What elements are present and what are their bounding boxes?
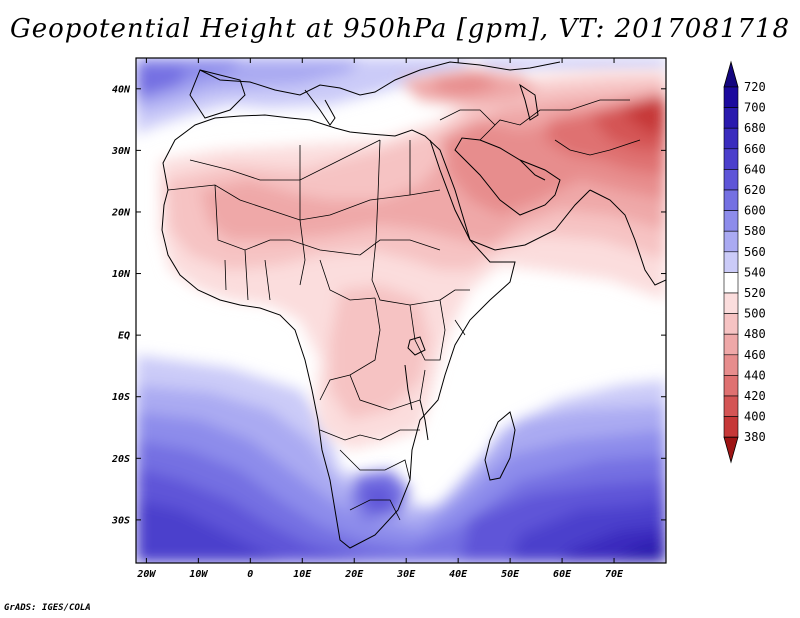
lat-tick-label: 10S [112, 392, 130, 403]
lon-tick-label: 60E [553, 569, 572, 580]
colorbar-label: 420 [744, 389, 766, 403]
northern-blue-region [136, 58, 666, 135]
colorbar-label: 700 [744, 101, 766, 115]
lon-tick-label: 20W [136, 569, 156, 580]
colorbar: 720 700 680 660 640 620 600 580 560 540 520 500 480 4… [723, 60, 766, 464]
grads-credit: GrADS: IGES/COLA [4, 603, 91, 613]
lat-tick-label: 20N [111, 207, 131, 218]
colorbar-segment [723, 375, 739, 397]
lat-tick-label: 40N [112, 84, 131, 95]
lake-malawi [419, 399, 429, 441]
colorbar-label: 440 [744, 368, 766, 382]
lat-tick-label: 10N [112, 269, 131, 280]
map-title: Geopotential Height at 950hPa [gpm], VT:… [9, 14, 791, 44]
colorbar-segment [723, 333, 739, 356]
colorbar-top-arrow [723, 60, 739, 88]
colorbar-segment [723, 86, 739, 108]
caspian [519, 83, 539, 121]
colorbar-segment [723, 127, 739, 150]
lat-tick-label: 30N [111, 146, 131, 157]
iberia [189, 69, 246, 119]
colorbar-label: 680 [744, 121, 766, 135]
colorbar-label: 500 [744, 307, 766, 321]
colorbar-label: 380 [744, 430, 766, 444]
mediterranean-north [199, 61, 561, 96]
colorbar-segment [723, 416, 739, 438]
colorbar-segment [723, 354, 739, 376]
lat-tick-label: 30S [111, 515, 130, 526]
coastlines-and-borders [161, 61, 666, 549]
colorbar-label: 460 [744, 348, 766, 362]
lon-tick-label: 70E [605, 569, 624, 580]
colorbar-label: 620 [744, 183, 766, 197]
colorbar-segment [723, 169, 739, 191]
colorbar-segment [723, 230, 739, 253]
colorbar-segment [723, 107, 739, 129]
persian-gulf [519, 159, 546, 181]
colorbar-bottom-arrow [723, 436, 739, 464]
colorbar-label: 660 [744, 142, 766, 156]
colorbar-label: 520 [744, 286, 766, 300]
colorbar-label: 720 [744, 80, 766, 94]
southern-blue-region [136, 355, 666, 563]
asia-coast [589, 189, 666, 286]
lat-tick-label: 20S [111, 454, 130, 465]
lon-tick-label: 40E [449, 569, 468, 580]
colorbar-label: 540 [744, 265, 766, 279]
lake-tanganyika [404, 364, 413, 411]
map-frame [135, 57, 667, 564]
country-borders [167, 99, 641, 521]
colorbar-label: 580 [744, 224, 766, 238]
lon-tick-label: 0 [247, 569, 253, 580]
arabia-south-coast [469, 189, 591, 251]
madagascar [484, 411, 516, 481]
lon-tick-label: 10E [293, 569, 312, 580]
colorbar-label: 560 [744, 245, 766, 259]
colorbar-segment [723, 251, 739, 273]
longitude-axis: 20W 10W 0 10E 20E 30E 40E 50E 60E 70E [136, 58, 624, 580]
colorbar-label: 400 [744, 410, 766, 424]
lake-victoria [407, 336, 426, 356]
colorbar-label: 640 [744, 162, 766, 176]
lon-tick-label: 20E [344, 569, 364, 580]
colorbar-segment [723, 210, 739, 232]
colorbar-label: 480 [744, 327, 766, 341]
colorbar-segment [723, 395, 739, 417]
lat-tick-label: EQ [118, 331, 130, 342]
lon-tick-label: 50E [501, 569, 520, 580]
red-region [160, 70, 666, 450]
latitude-axis: 40N 30N 20N 10N EQ 10S 20S 30S [111, 84, 666, 526]
colorbar-segment [723, 272, 739, 294]
colorbar-segment [723, 148, 739, 170]
lon-tick-label: 10W [189, 569, 208, 580]
lon-tick-label: 30E [396, 569, 416, 580]
geopotential-field [136, 58, 666, 563]
red-sea-west [429, 139, 471, 241]
africa-coastline [161, 114, 516, 549]
colorbar-segment [723, 292, 739, 314]
colorbar-segment [723, 313, 739, 335]
colorbar-label: 600 [744, 204, 766, 218]
colorbar-segment [723, 189, 739, 211]
italy [304, 89, 336, 126]
